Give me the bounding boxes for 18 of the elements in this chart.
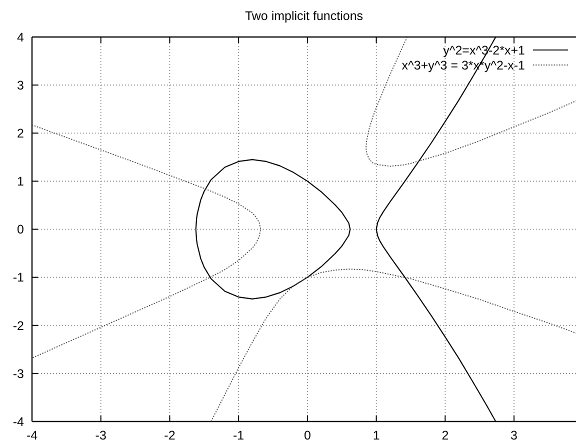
x-tick-label: 0 [304,428,311,441]
x-tick-label: -2 [164,428,176,441]
y-tick-label: -4 [12,414,24,429]
x-tick-label: 2 [442,428,449,441]
y-tick-label: -1 [12,270,24,285]
x-tick-label: -4 [26,428,38,441]
y-tick-label: 2 [17,126,24,140]
x-tick-label: -3 [95,428,106,441]
y-tick-label: 3 [17,78,24,92]
y-tick-label: -3 [12,366,24,381]
x-tick-label: 3 [510,428,518,441]
y-tick-label: 4 [17,30,24,44]
chart-title: Two implicit functions [244,9,364,23]
x-tick-label: -1 [233,428,244,441]
y-tick-label: -2 [12,318,24,333]
y-tick-label: 0 [17,222,24,237]
x-tick-label: 1 [372,428,380,441]
y-tick-label: 1 [17,174,24,189]
